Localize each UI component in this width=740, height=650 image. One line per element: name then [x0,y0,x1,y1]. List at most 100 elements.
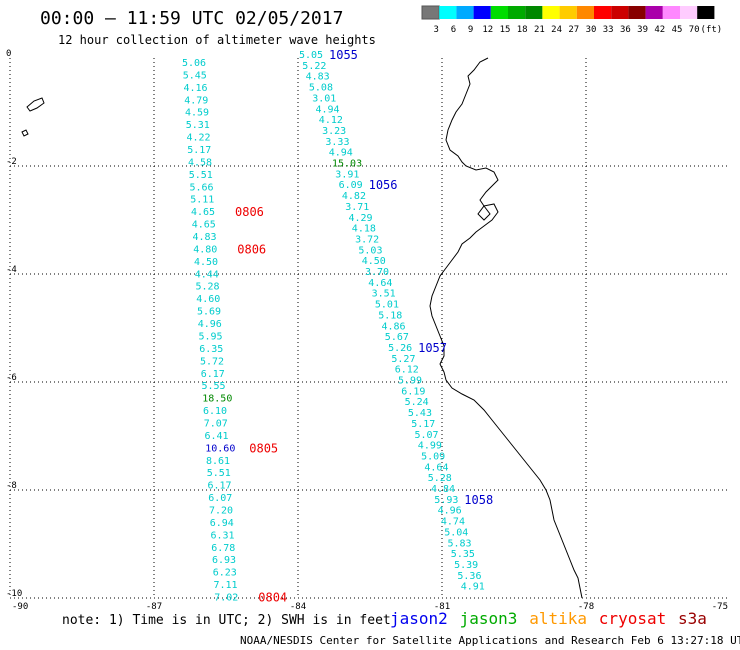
wave-height-value: 5.05 [299,50,323,61]
legend-label: 42 [654,25,665,35]
latitude-tick-label: -2 [6,157,17,167]
wave-height-value: 6.19 [401,386,425,397]
satellite-cryosat: cryosat [599,609,666,628]
wave-height-value: 5.01 [375,300,399,311]
wave-height-value: 6.17 [201,369,225,380]
wave-height-value: 5.27 [391,354,415,365]
wave-height-value: 5.18 [378,310,402,321]
longitude-tick-label: -75 [712,602,728,612]
wave-height-value: 4.22 [187,133,211,144]
wave-height-value: 4.44 [195,269,219,280]
wave-height-value: 5.11 [190,195,214,206]
legend-swatch [456,6,474,19]
wave-height-value: 7.07 [204,418,228,429]
wave-height-value: 5.35 [451,549,475,560]
wave-height-value: 6.10 [203,406,227,417]
wave-height-value: 5.36 [457,571,481,582]
satellite-legend: jason2 jason3 altika cryosat s3a [390,609,707,628]
wave-height-value: 5.43 [408,408,432,419]
legend-swatch [439,6,457,19]
wave-height-value: 4.16 [184,83,208,94]
longitude-tick-label: -87 [146,602,162,612]
wave-height-value: 4.58 [188,157,212,168]
wave-height-value: 3.71 [345,202,369,213]
wave-height-value: 6.17 [208,481,232,492]
wave-height-value: 6.23 [213,568,237,579]
wave-height-value: 8.61 [206,456,230,467]
latitude-tick-label: -4 [6,265,17,275]
legend-label: 70 [689,25,700,35]
wave-height-value: 4.99 [418,441,442,452]
wave-height-value: 4.50 [362,256,386,267]
wave-height-value: 5.07 [415,430,439,441]
coastline [21,57,583,599]
wave-height-value: 3.01 [312,93,336,104]
legend-label: (ft) [701,25,723,35]
wave-height-value: 5.26 [388,343,412,354]
latitude-tick-label: -8 [6,481,17,491]
legend-swatch [490,6,508,19]
pass-time-label: 1055 [329,48,358,62]
wave-height-value: 6.41 [205,431,229,442]
track-right: 5.055.224.835.083.014.944.123.233.334.94… [299,48,493,593]
wave-height-value: 4.18 [352,224,376,235]
wave-height-value: 4.96 [198,319,222,330]
legend-label: 45 [672,25,683,35]
map-frame [9,58,730,599]
graticule: 0 -2 -4 -6 -8 -10 -90 -87 -84 -81 -78 -75 [6,49,730,612]
wave-height-value: 4.94 [316,104,340,115]
wave-height-value: 4.59 [185,108,209,119]
wave-height-value: 6.94 [210,518,234,529]
legend-label: 30 [586,25,597,35]
wave-height-value: 6.12 [395,365,419,376]
wave-height-value: 4.50 [194,257,218,268]
wave-height-value: 3.51 [372,289,396,300]
wave-height-value: 5.04 [444,527,468,538]
pass-time-label: 0805 [249,441,278,455]
wave-height-value: 5.83 [448,538,472,549]
wave-height-value: 4.82 [342,191,366,202]
longitude-tick-label: -81 [434,602,450,612]
credit-line: NOAA/NESDIS Center for Satellite Applica… [240,634,740,647]
wave-height-value: 6.09 [339,180,363,191]
legend-label: 12 [482,25,493,35]
wave-height-value: 18.50 [202,394,232,405]
wave-height-value: 5.17 [187,145,211,156]
wave-height-value: 4.83 [193,232,217,243]
wave-height-value: 4.84 [431,484,455,495]
wave-height-value: 4.80 [193,244,217,255]
wave-height-value: 4.60 [196,294,220,305]
island-a [26,97,45,112]
wave-height-value: 7.20 [209,505,233,516]
wave-height-value: 5.72 [200,356,224,367]
longitude-tick-label: -78 [578,602,594,612]
wave-height-value: 4.65 [191,207,215,218]
map-title: 00:00 — 11:59 UTC 02/05/2017 [40,8,343,29]
legend-swatch [508,6,526,19]
pass-time-label: 1058 [464,493,493,507]
wave-height-value: 5.95 [199,331,223,342]
legend-label: 18 [517,25,528,35]
wave-height-value: 4.29 [349,213,373,224]
wave-height-legend: 3 6 9 12 15 18 21 24 27 30 33 36 39 42 45 70 (ft) [421,5,723,35]
altimeter-tracks: 5.065.454.164.794.595.314.225.174.585.51… [182,48,493,604]
legend-swatch [662,6,680,19]
wave-height-value: 4.94 [329,148,353,159]
wave-height-value: 5.06 [182,58,206,69]
wave-height-value: 4.83 [306,72,330,83]
wave-height-value: 6.93 [212,555,236,566]
wave-height-value: 5.93 [434,495,458,506]
gulf-inlet [477,205,491,221]
legend-swatch [594,6,612,19]
legend-label: 33 [603,25,614,35]
wave-height-value: 5.99 [398,376,422,387]
pass-time-label: 1056 [369,178,398,192]
wave-height-value: 3.91 [335,169,359,180]
island-b [21,129,29,137]
legend-swatch [559,6,577,19]
legend-swatch [421,5,440,20]
wave-height-value: 5.03 [358,245,382,256]
coastline-mainland [429,57,583,599]
legend-label: 36 [620,25,631,35]
wave-height-value: 3.33 [325,137,349,148]
